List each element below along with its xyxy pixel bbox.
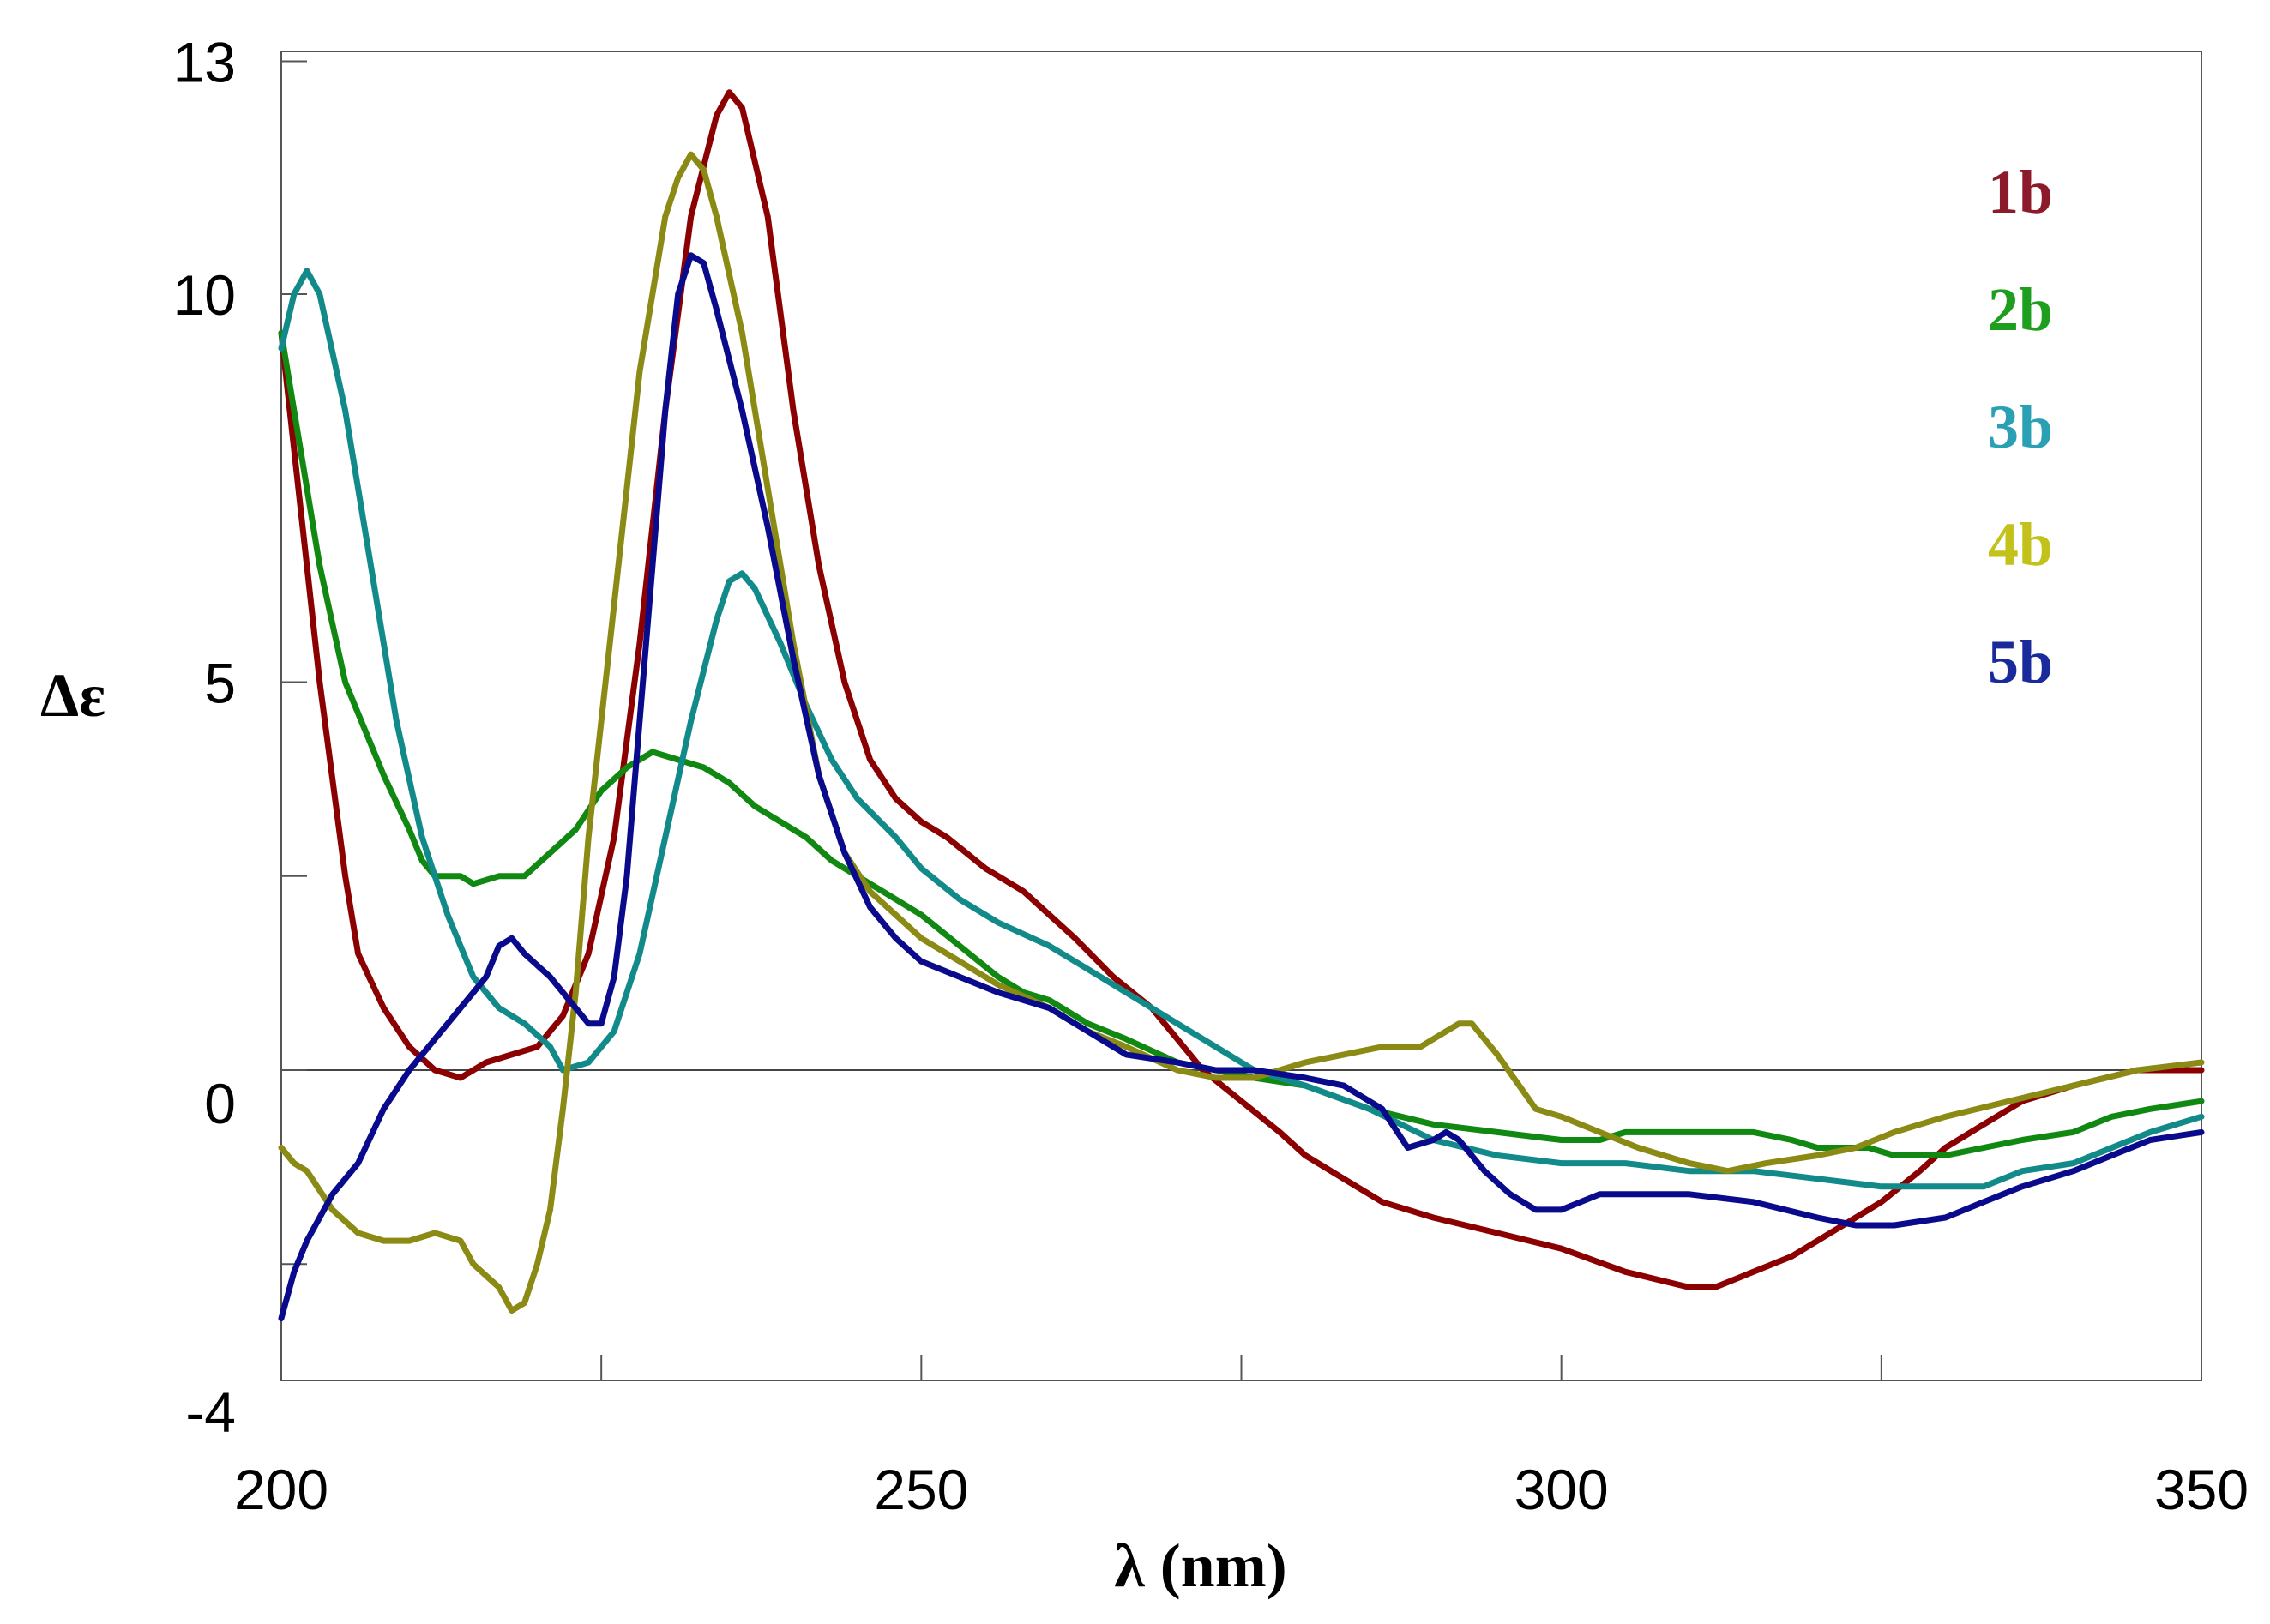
y-tick-label: 13 — [173, 31, 236, 94]
y-tick-label: -4 — [185, 1380, 236, 1444]
legend: 1b 2b 3b 4b 5b — [1988, 158, 2053, 696]
legend-label-1b: 1b — [1988, 158, 2053, 226]
y-tick-label: 10 — [173, 263, 236, 327]
x-tick-label: 350 — [2154, 1458, 2249, 1521]
series-line-5b — [278, 252, 2205, 1322]
y-tick-label: 0 — [204, 1072, 236, 1135]
x-axis-title: λ (nm) — [1114, 1531, 1286, 1600]
x-tick-label: 300 — [1514, 1458, 1609, 1521]
y-axis-title: Δε — [40, 661, 105, 730]
y-tick-label: 5 — [204, 652, 236, 715]
x-tick-label: 200 — [234, 1458, 328, 1521]
x-tick-label: 250 — [874, 1458, 968, 1521]
legend-label-4b: 4b — [1988, 510, 2053, 579]
series-line-3b — [278, 268, 2205, 1190]
plot-area — [280, 51, 2202, 1381]
series-line-1b — [278, 89, 2205, 1290]
legend-label-3b: 3b — [1988, 393, 2053, 461]
legend-label-5b: 5b — [1988, 628, 2053, 696]
legend-label-2b: 2b — [1988, 275, 2053, 344]
series-line-4b — [278, 151, 2205, 1314]
